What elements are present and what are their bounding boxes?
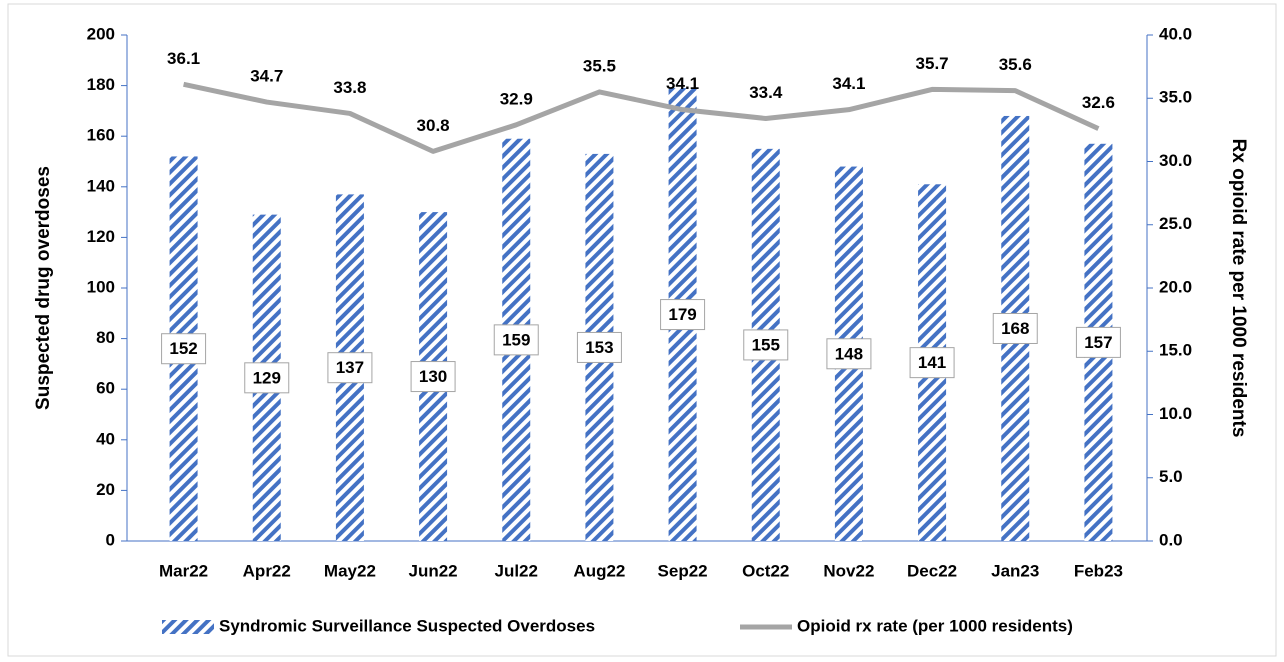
- y2-tick-label: 20.0: [1159, 277, 1192, 296]
- x-tick-label: Jul22: [495, 561, 538, 580]
- x-tick-label: Dec22: [907, 561, 957, 580]
- chart-border: [7, 3, 1277, 657]
- y2-axis-title: Rx opioid rate per 1000 residents: [1228, 139, 1249, 438]
- data-label: 34.1: [832, 74, 865, 93]
- y2-tick-label: 40.0: [1159, 24, 1192, 43]
- data-label: 34.7: [250, 67, 283, 86]
- y-tick-label: 100: [87, 277, 115, 296]
- data-label: 148: [835, 344, 863, 363]
- y-tick-label: 180: [87, 75, 115, 94]
- line: [183, 81, 1100, 154]
- data-label: 168: [1001, 319, 1029, 338]
- data-label: 129: [253, 368, 281, 387]
- y2-tick-label: 0.0: [1159, 530, 1183, 549]
- y-axis-title: Suspected drug overdoses: [33, 166, 54, 410]
- data-label: 137: [336, 358, 364, 377]
- data-label: 179: [668, 305, 696, 324]
- data-label: 152: [169, 339, 197, 358]
- data-label-box: [244, 362, 290, 394]
- x-tick-label: Apr22: [243, 561, 291, 580]
- data-label: 32.9: [500, 89, 533, 108]
- x-tick-label: Nov22: [823, 561, 874, 580]
- data-label-box: [576, 331, 622, 363]
- x-tick-label: Oct22: [742, 561, 789, 580]
- y-tick-label: 0: [106, 530, 115, 549]
- data-label: 36.1: [167, 49, 200, 68]
- data-label-box: [327, 352, 373, 384]
- data-label-box: [410, 361, 456, 393]
- x-tick-label: Sep22: [658, 561, 708, 580]
- data-label: 141: [918, 353, 946, 372]
- legend-label: Syndromic Surveillance Suspected Overdos…: [219, 616, 595, 635]
- data-label: 159: [502, 330, 530, 349]
- data-label: 130: [419, 367, 447, 386]
- legend-swatch: [162, 620, 214, 634]
- data-label-box: [660, 299, 706, 331]
- data-label-box: [161, 333, 207, 365]
- y-tick-label: 160: [87, 126, 115, 145]
- x-tick-label: Jun22: [409, 561, 458, 580]
- data-label-box: [1075, 326, 1121, 358]
- data-label: 33.8: [333, 78, 366, 97]
- y2-tick-label: 5.0: [1159, 467, 1183, 486]
- data-label: 30.8: [417, 116, 450, 135]
- y-tick-label: 140: [87, 176, 115, 195]
- data-label: 34.1: [666, 74, 699, 93]
- data-label: 32.6: [1082, 93, 1115, 112]
- x-tick-label: Feb23: [1074, 561, 1123, 580]
- data-label: 157: [1084, 333, 1112, 352]
- y2-tick-label: 10.0: [1159, 404, 1192, 423]
- data-label-box: [909, 347, 955, 379]
- data-label-box: [992, 312, 1038, 344]
- data-label-box: [826, 338, 872, 370]
- y-tick-label: 60: [96, 379, 115, 398]
- y2-tick-label: 25.0: [1159, 214, 1192, 233]
- data-label: 153: [585, 338, 613, 357]
- x-tick-label: Aug22: [573, 561, 625, 580]
- y-tick-label: 40: [96, 429, 115, 448]
- legend-label: Opioid rx rate (per 1000 residents): [797, 616, 1073, 635]
- x-tick-label: Mar22: [159, 561, 208, 580]
- data-label: 35.6: [999, 55, 1032, 74]
- x-tick-label: Jan23: [991, 561, 1039, 580]
- y2-tick-label: 35.0: [1159, 88, 1192, 107]
- y-tick-label: 200: [87, 24, 115, 43]
- data-label-box: [493, 324, 539, 356]
- data-label: 35.7: [916, 54, 949, 73]
- data-label: 33.4: [749, 83, 783, 102]
- data-label: 35.5: [583, 56, 616, 75]
- y2-tick-label: 30.0: [1159, 151, 1192, 170]
- data-label: 155: [752, 335, 780, 354]
- y-tick-label: 20: [96, 480, 115, 499]
- y2-tick-label: 15.0: [1159, 341, 1192, 360]
- y-tick-label: 120: [87, 227, 115, 246]
- y-tick-label: 80: [96, 328, 115, 347]
- data-label-box: [743, 329, 789, 361]
- x-tick-label: May22: [324, 561, 376, 580]
